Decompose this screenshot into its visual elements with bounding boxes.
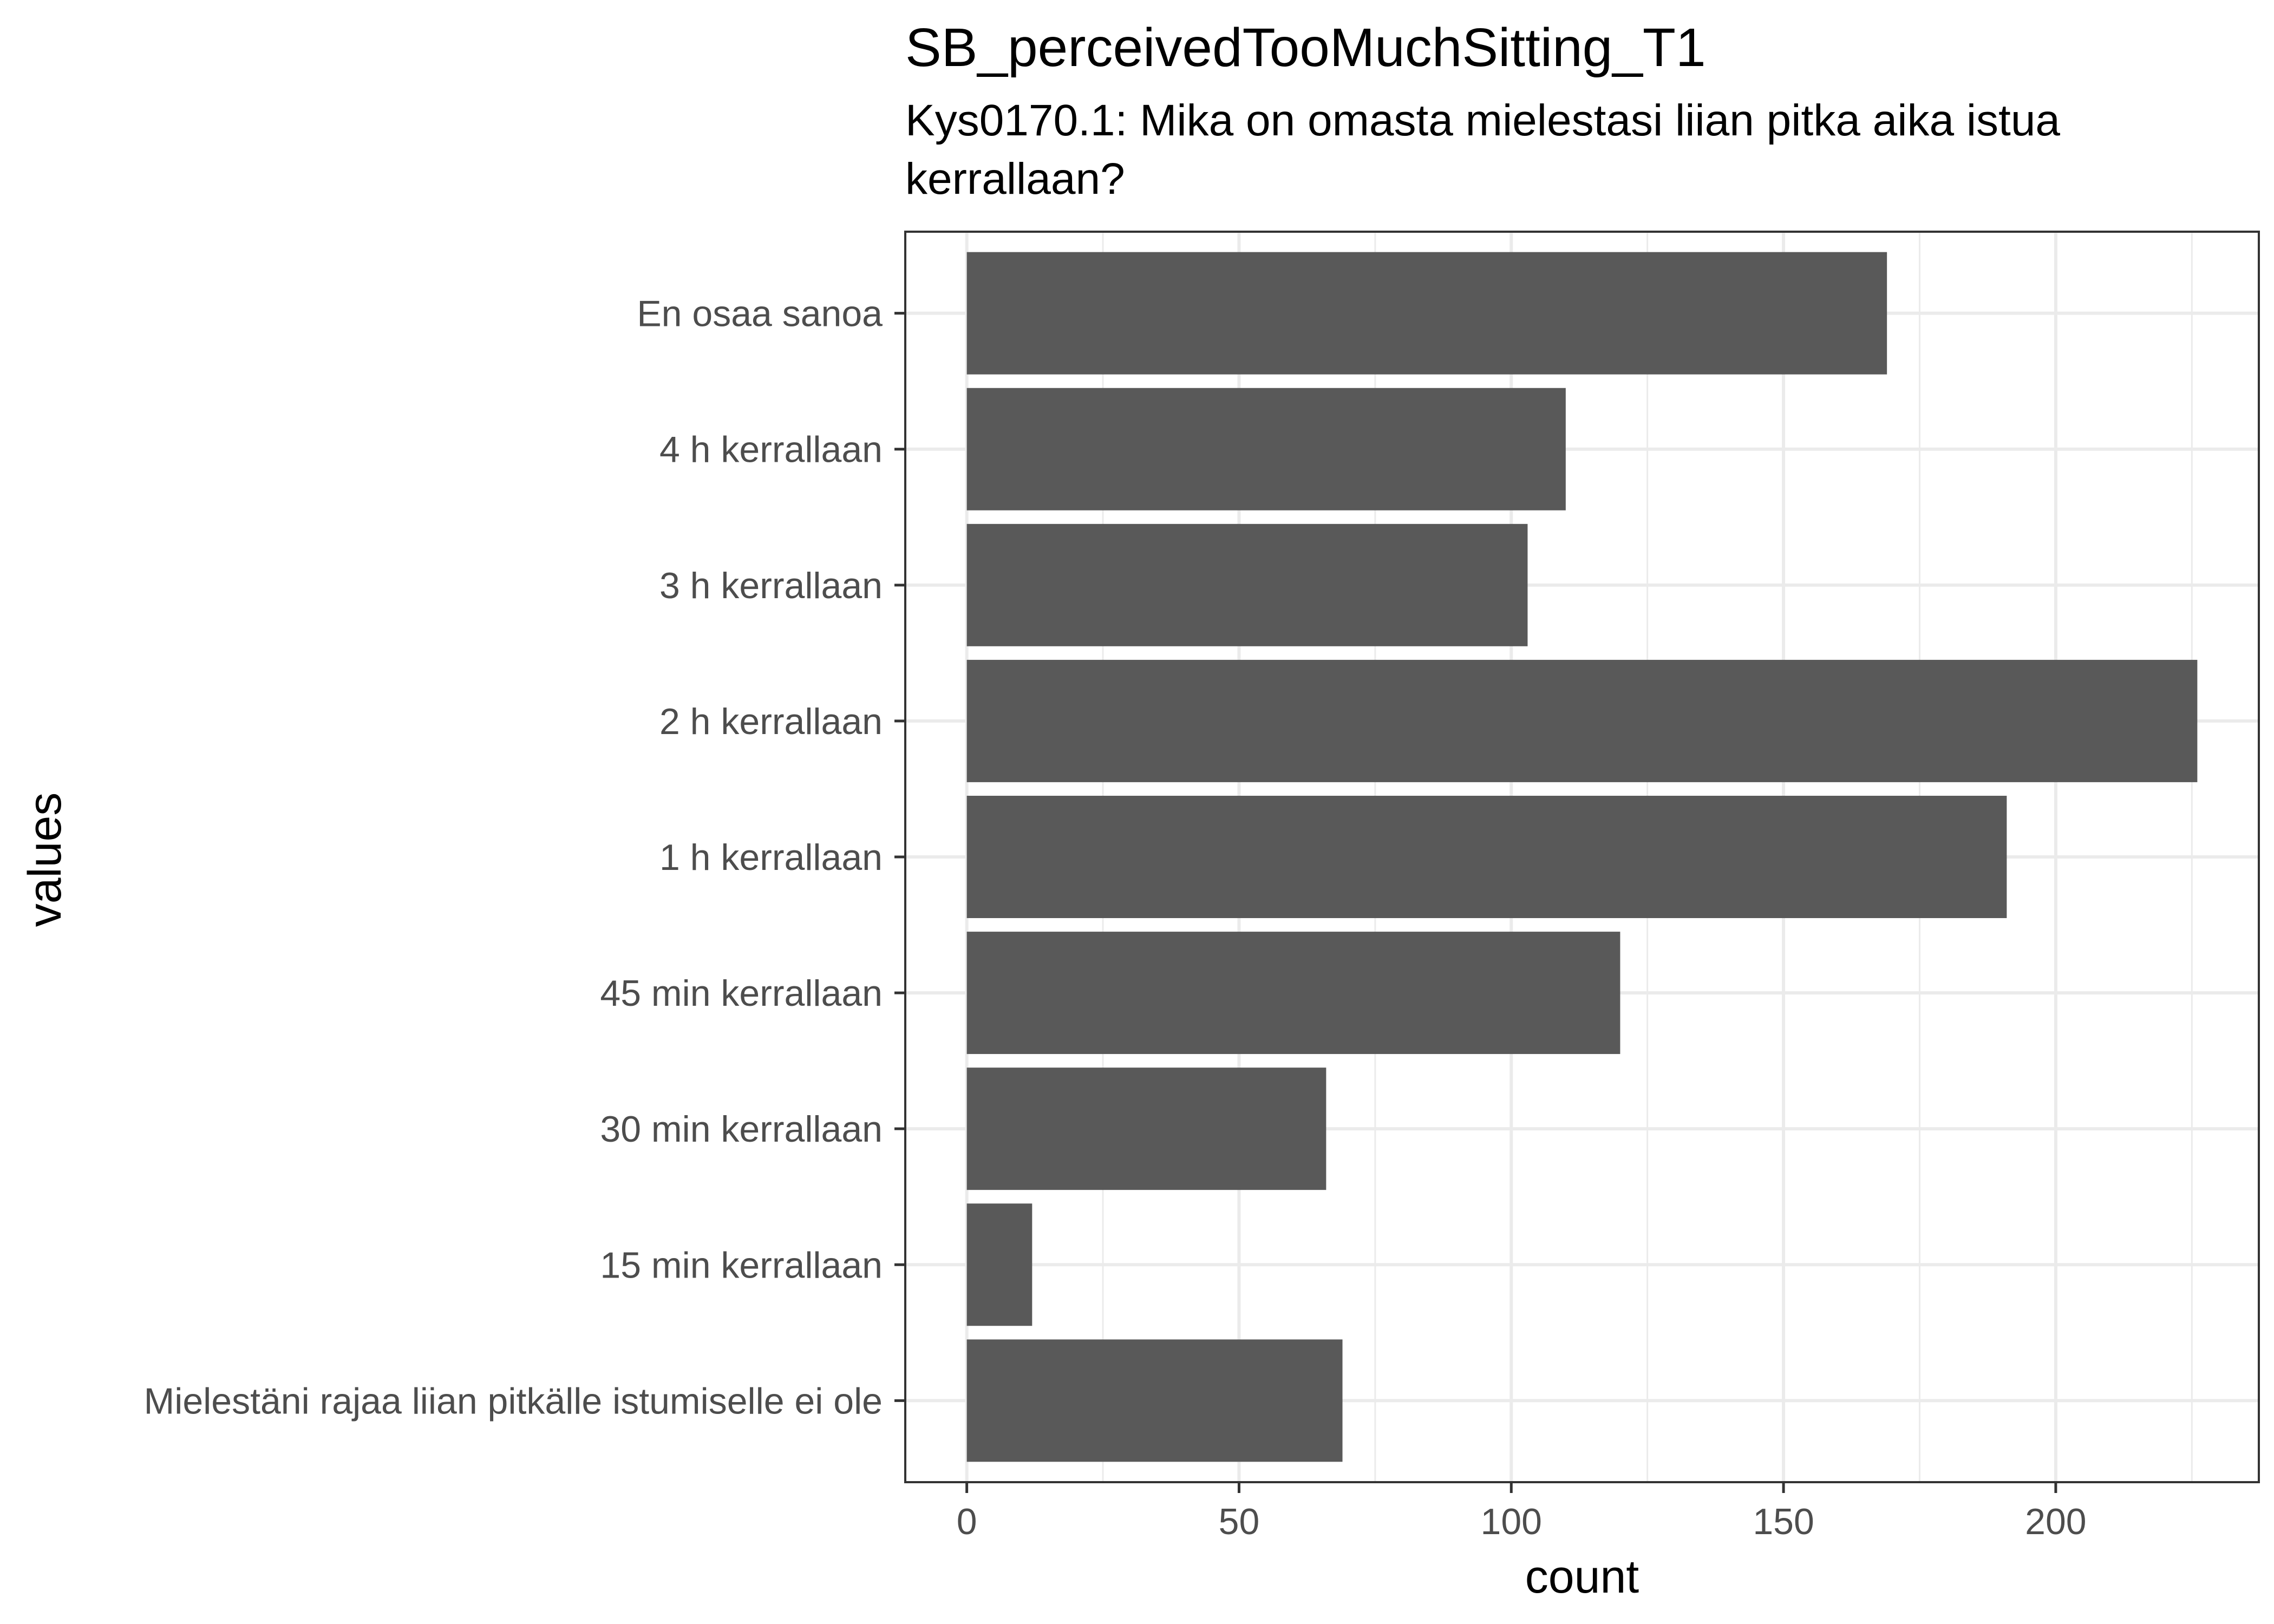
x-tick-label: 150 <box>1753 1501 1814 1542</box>
y-axis-title: values <box>19 793 71 927</box>
chart-subtitle-line-1: Kys0170.1: Mika on omasta mielestasi lii… <box>905 96 2060 145</box>
bar <box>966 388 1566 510</box>
x-tick-label: 100 <box>1481 1501 1542 1542</box>
y-tick-label: 1 h kerrallaan <box>659 837 883 878</box>
y-tick-label: 2 h kerrallaan <box>659 701 883 742</box>
y-tick-label: 4 h kerrallaan <box>659 429 883 470</box>
y-tick-label: 30 min kerrallaan <box>600 1109 883 1150</box>
y-tick-label: Mielestäni rajaa liian pitkälle istumise… <box>144 1380 883 1422</box>
bar <box>966 796 2007 918</box>
bar <box>966 932 1620 1055</box>
bar <box>966 1339 1343 1462</box>
bar <box>966 659 2198 782</box>
chart-subtitle-line-2: kerrallaan? <box>905 154 1125 204</box>
bar <box>966 252 1887 375</box>
y-tick-label: En osaa sanoa <box>637 293 883 335</box>
x-tick-label: 0 <box>957 1501 977 1542</box>
y-tick-label: 45 min kerrallaan <box>600 973 883 1014</box>
y-tick-label: 15 min kerrallaan <box>600 1245 883 1286</box>
x-axis-title: count <box>1525 1551 1639 1603</box>
bar <box>966 1068 1327 1190</box>
chart-title: SB_perceivedTooMuchSitting_T1 <box>905 17 1706 78</box>
bar <box>966 523 1528 646</box>
y-tick-label: 3 h kerrallaan <box>659 565 883 606</box>
x-tick-label: 200 <box>2025 1501 2086 1542</box>
x-tick-label: 50 <box>1219 1501 1260 1542</box>
bar <box>966 1203 1033 1326</box>
